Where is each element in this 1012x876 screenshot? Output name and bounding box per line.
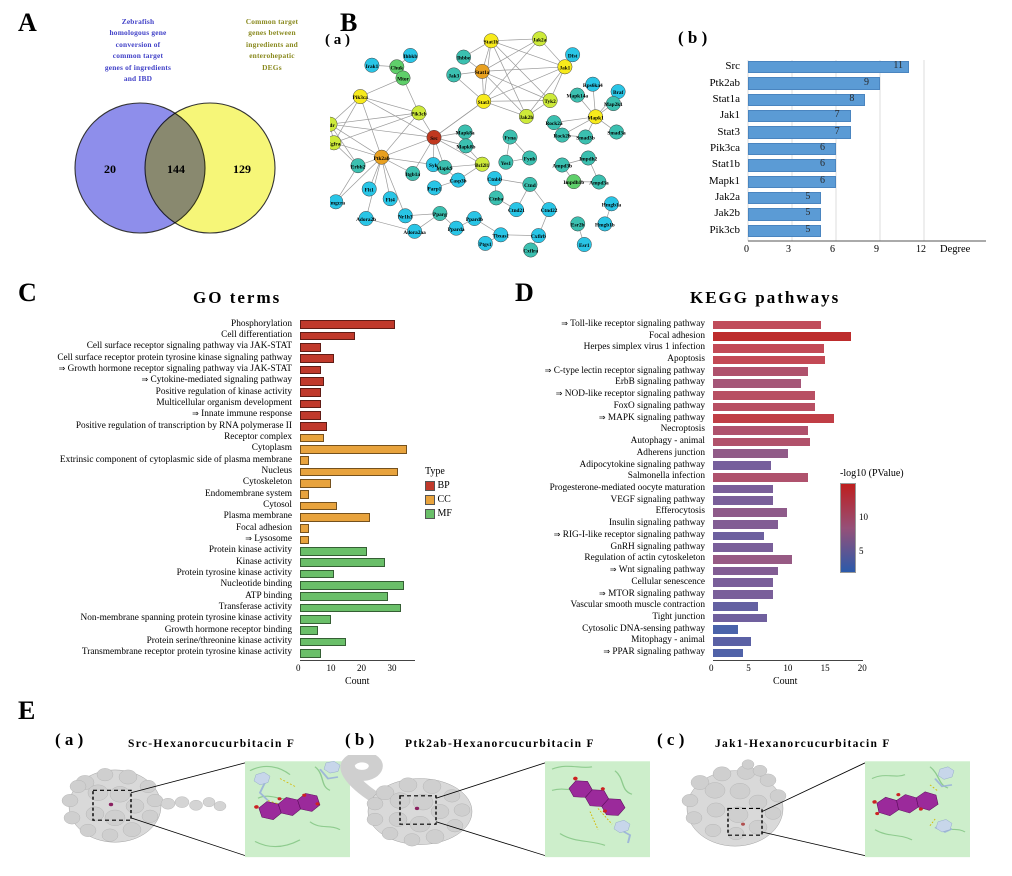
svg-text:Irak1: Irak1 bbox=[366, 64, 379, 70]
svg-text:Cxflrb: Cxflrb bbox=[531, 234, 546, 240]
svg-text:Ihbbe: Ihbbe bbox=[457, 56, 471, 62]
svg-text:Pparg: Pparg bbox=[433, 212, 447, 218]
svg-text:Chuk: Chuk bbox=[390, 65, 403, 71]
svg-text:Rps6ka4: Rps6ka4 bbox=[583, 83, 603, 89]
svg-text:Braf: Braf bbox=[613, 90, 624, 96]
svg-text:Ctnd21: Ctnd21 bbox=[508, 208, 525, 214]
svg-text:Rock2a: Rock2a bbox=[545, 121, 562, 127]
svg-text:Dfst: Dfst bbox=[568, 53, 578, 59]
svg-text:Hmgcra: Hmgcra bbox=[330, 200, 345, 206]
svg-text:Hmgb1a: Hmgb1a bbox=[602, 202, 622, 208]
svg-text:Jak2a: Jak2a bbox=[533, 37, 547, 43]
svg-text:Ampd3a: Ampd3a bbox=[589, 181, 609, 187]
svg-text:Impdh2: Impdh2 bbox=[579, 157, 597, 163]
svg-text:Jak3: Jak3 bbox=[448, 74, 459, 80]
svg-text:Cxflra: Cxflra bbox=[523, 249, 538, 255]
svg-text:Yes1: Yes1 bbox=[501, 161, 512, 167]
svg-text:Smad3b: Smad3b bbox=[576, 136, 595, 142]
svg-text:Adora2aa: Adora2aa bbox=[403, 230, 426, 236]
svg-text:Erbb2: Erbb2 bbox=[351, 164, 366, 170]
svg-text:Hmgb1b: Hmgb1b bbox=[595, 223, 615, 229]
svg-text:Ptgs1: Ptgs1 bbox=[479, 242, 492, 248]
svg-text:Mapk9: Mapk9 bbox=[436, 166, 453, 172]
svg-text:Stat3: Stat3 bbox=[478, 100, 490, 106]
svg-text:Tyk2: Tyk2 bbox=[544, 99, 556, 105]
svg-text:Itgb1a: Itgb1a bbox=[405, 172, 420, 178]
svg-text:Adora2b: Adora2b bbox=[356, 217, 376, 223]
svg-text:Ptk2ab: Ptk2ab bbox=[373, 156, 389, 162]
svg-text:Kdr: Kdr bbox=[330, 123, 335, 129]
svg-text:Parp1: Parp1 bbox=[427, 187, 441, 193]
svg-text:Egfra: Egfra bbox=[330, 141, 341, 147]
svg-text:Mtor: Mtor bbox=[397, 77, 409, 83]
svg-text:Flt4: Flt4 bbox=[386, 197, 395, 203]
svg-text:20: 20 bbox=[104, 162, 116, 176]
svg-text:Flt1: Flt1 bbox=[365, 188, 374, 194]
svg-text:Ctnd: Ctnd bbox=[524, 183, 536, 189]
svg-text:Tbxas1: Tbxas1 bbox=[493, 233, 510, 239]
svg-text:Pparda: Pparda bbox=[448, 227, 465, 233]
svg-text:Stat1b: Stat1b bbox=[484, 39, 499, 45]
svg-text:Fyna: Fyna bbox=[504, 136, 516, 142]
svg-text:Fynb: Fynb bbox=[524, 157, 536, 163]
svg-text:Jak1: Jak1 bbox=[559, 65, 570, 71]
svg-text:Ctnba: Ctnba bbox=[489, 197, 503, 203]
svg-text:Esr2b: Esr2b bbox=[571, 223, 585, 229]
svg-text:Impdh1b: Impdh1b bbox=[563, 180, 584, 186]
svg-text:Esr1: Esr1 bbox=[579, 243, 590, 249]
svg-text:Mapk1: Mapk1 bbox=[587, 115, 604, 121]
svg-text:Mapk8a: Mapk8a bbox=[456, 131, 475, 137]
svg-text:129: 129 bbox=[233, 162, 251, 176]
svg-text:Ctnd22: Ctnd22 bbox=[541, 208, 558, 214]
svg-text:Pik3ca: Pik3ca bbox=[353, 95, 369, 101]
svg-text:Bcl2l1: Bcl2l1 bbox=[475, 163, 489, 169]
svg-text:Casp3b: Casp3b bbox=[450, 179, 467, 185]
svg-text:Src: Src bbox=[430, 136, 438, 142]
svg-text:Ampd3b: Ampd3b bbox=[552, 164, 572, 170]
svg-text:Pik3cb: Pik3cb bbox=[411, 112, 427, 118]
svg-text:Rock2b: Rock2b bbox=[554, 134, 571, 140]
svg-text:Map2k1: Map2k1 bbox=[604, 102, 623, 108]
svg-text:Ctnbb: Ctnbb bbox=[487, 177, 501, 183]
svg-text:144: 144 bbox=[167, 162, 185, 176]
svg-text:Mapk8b: Mapk8b bbox=[456, 145, 475, 151]
svg-text:Mapk14a: Mapk14a bbox=[567, 94, 589, 100]
svg-text:Nr1h3: Nr1h3 bbox=[398, 214, 413, 220]
svg-text:Ihbkb: Ihbkb bbox=[403, 54, 417, 60]
svg-text:Ppardb: Ppardb bbox=[466, 217, 483, 223]
svg-text:Jak2b: Jak2b bbox=[519, 115, 533, 121]
svg-text:Smad3a: Smad3a bbox=[607, 131, 626, 137]
svg-text:Stat1a: Stat1a bbox=[475, 70, 490, 76]
